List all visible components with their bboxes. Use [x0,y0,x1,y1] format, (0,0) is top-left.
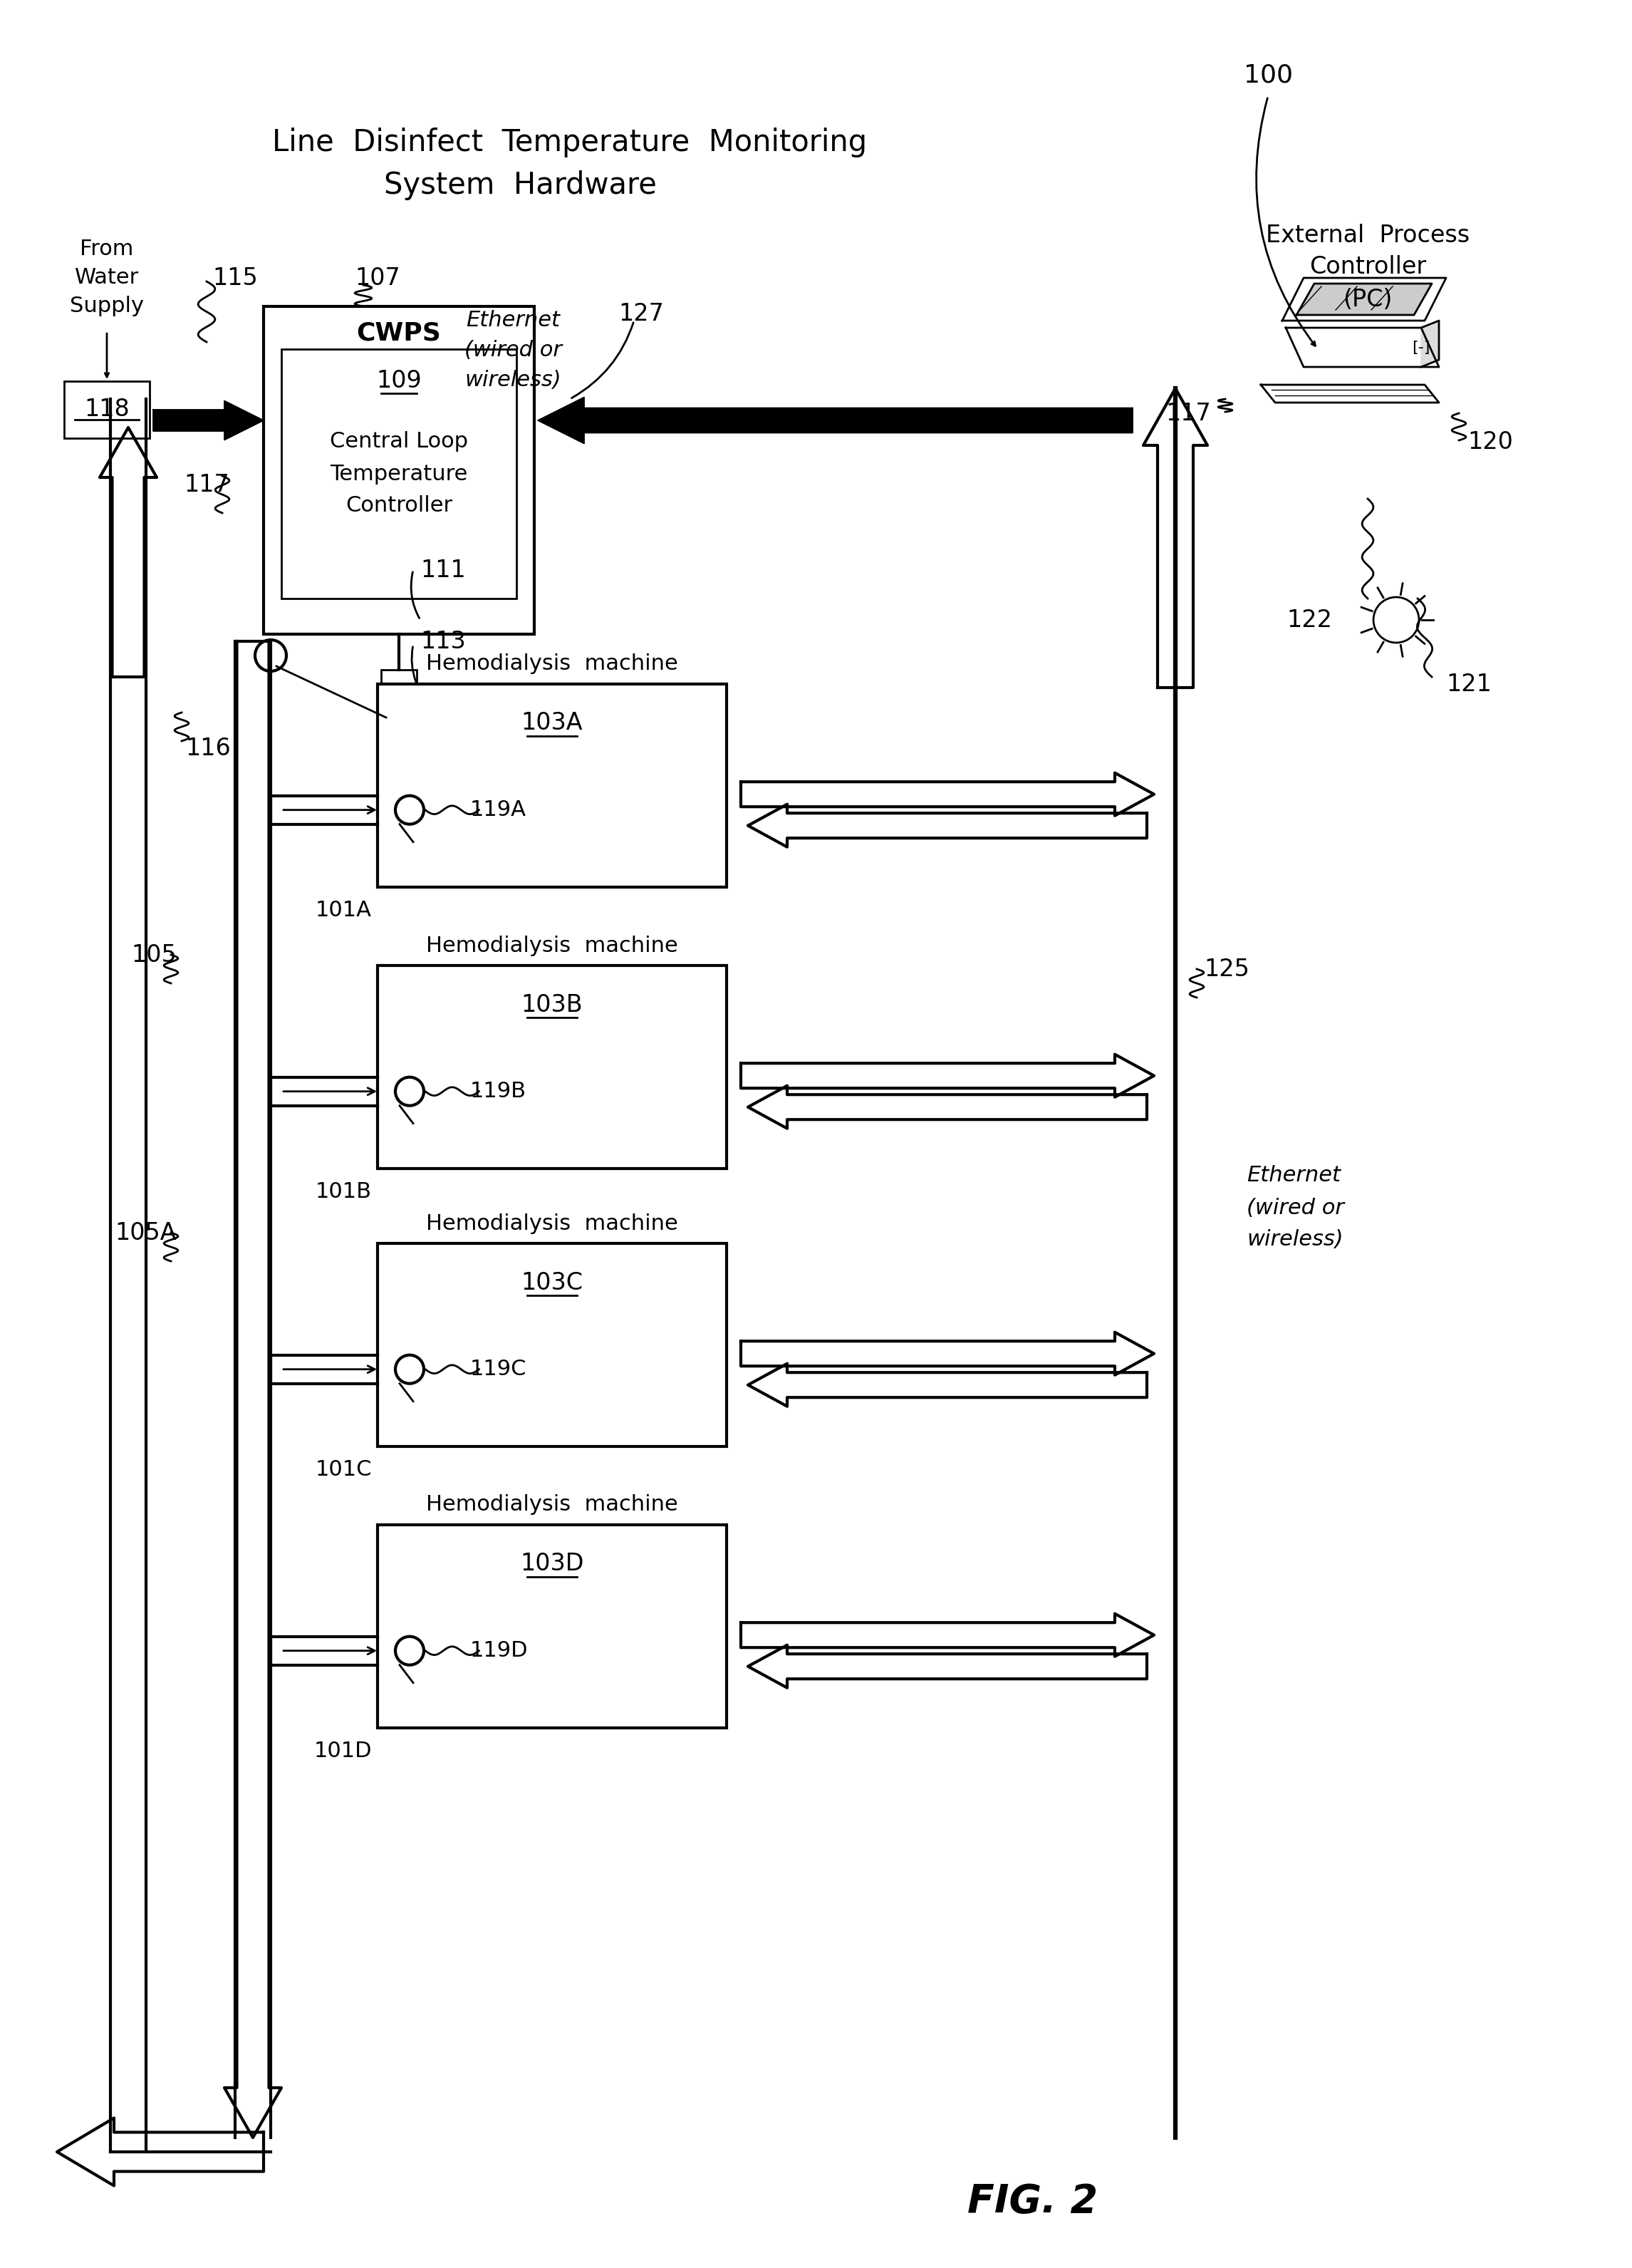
Text: 116: 116 [184,737,230,760]
Text: 125: 125 [1204,957,1250,980]
Polygon shape [1262,386,1439,404]
Text: 107: 107 [354,265,400,290]
Polygon shape [1421,320,1439,367]
Text: External  Process: External Process [1266,222,1470,247]
Text: (wired or: (wired or [463,340,561,361]
Text: 118: 118 [85,397,129,422]
Bar [377,966,726,1168]
Text: Hemodialysis  machine: Hemodialysis machine [426,1495,677,1515]
Text: 101C: 101C [315,1458,372,1481]
Text: CWPS: CWPS [356,322,441,345]
Text: 111: 111 [421,558,465,583]
Polygon shape [153,401,264,440]
Text: 119C: 119C [470,1359,527,1379]
Bar [281,349,516,599]
Text: 117: 117 [184,472,228,497]
Text: [-]: [-] [1412,340,1430,354]
Text: 119B: 119B [470,1082,527,1102]
Text: 121: 121 [1446,671,1492,696]
Text: 117: 117 [1165,401,1211,424]
Text: 122: 122 [1286,608,1332,633]
Text: 119D: 119D [470,1640,529,1660]
Bar [387,699,411,719]
Text: Central Loop: Central Loop [330,431,468,451]
Text: Temperature: Temperature [330,463,468,483]
Text: 100: 100 [1244,64,1293,86]
Text: Line  Disinfect  Temperature  Monitoring: Line Disinfect Temperature Monitoring [273,127,867,156]
Polygon shape [1283,279,1446,320]
Text: (PC): (PC) [1343,288,1392,311]
Bar [64,381,150,438]
Text: 113: 113 [421,631,465,653]
Text: Ethernet: Ethernet [465,311,560,331]
Bar [377,685,726,887]
Text: 101B: 101B [315,1182,372,1202]
Text: 101D: 101D [313,1742,372,1762]
Text: wireless): wireless) [465,370,561,390]
Text: Hemodialysis  machine: Hemodialysis machine [426,1213,677,1234]
Polygon shape [539,397,1133,445]
Text: 127: 127 [619,302,664,324]
Text: 103B: 103B [521,993,583,1016]
Text: (wired or: (wired or [1247,1198,1345,1218]
Text: 105A: 105A [114,1220,176,1245]
Text: 101A: 101A [315,900,372,921]
Text: Controller: Controller [346,497,452,517]
Polygon shape [1286,329,1439,367]
Text: 103A: 103A [521,712,583,735]
Text: Controller: Controller [1309,256,1426,279]
Text: 103C: 103C [521,1270,583,1295]
Text: 120: 120 [1467,431,1513,454]
Text: 105: 105 [131,943,176,966]
Text: 115: 115 [212,265,258,290]
Text: 103D: 103D [521,1551,584,1576]
Bar [377,1243,726,1447]
Text: wireless): wireless) [1247,1229,1343,1250]
Bar [377,1524,726,1728]
Text: Supply: Supply [70,297,144,318]
Text: System  Hardware: System Hardware [384,170,656,200]
Text: 119A: 119A [470,801,527,821]
Text: From: From [80,238,134,261]
Bar [264,306,534,635]
Text: Hemodialysis  machine: Hemodialysis machine [426,653,677,674]
Text: 109: 109 [377,370,421,392]
Text: Water: Water [75,268,139,288]
Text: Hemodialysis  machine: Hemodialysis machine [426,934,677,955]
Text: FIG. 2: FIG. 2 [968,2182,1098,2220]
Text: Ethernet: Ethernet [1247,1166,1340,1186]
Polygon shape [1296,284,1431,315]
Bar [382,669,416,699]
